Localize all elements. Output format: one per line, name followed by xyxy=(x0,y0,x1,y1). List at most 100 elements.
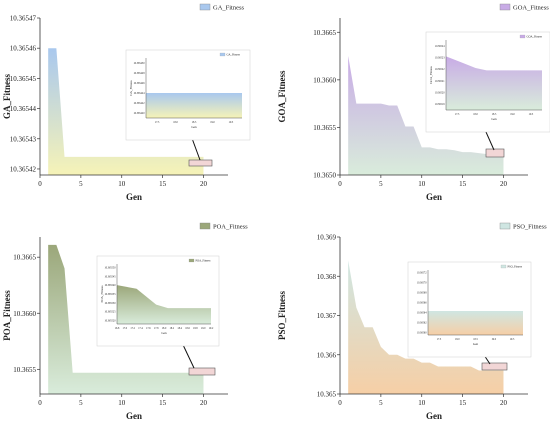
chart-panel-goa-fitness: 0 5 10 15 20 10.3665 10.3660 10.3655 10.3650 Gen G… xyxy=(277,3,550,202)
inset-legend-label: GOA_Fitness xyxy=(527,35,542,38)
x-tick-label: 10 xyxy=(118,399,126,407)
y-axis-label: GA_Fitness xyxy=(2,74,12,119)
x-tick-label: 20 xyxy=(500,399,508,407)
inset-x-tick-label: 18.5 xyxy=(473,338,478,341)
y-tick-label: 10.36544 xyxy=(10,105,37,113)
zoom-marker xyxy=(188,367,216,376)
legend-swatch xyxy=(199,3,211,11)
x-tick-label: 5 xyxy=(79,180,83,188)
zoom-marker xyxy=(188,159,213,167)
inset-chart: 17.5 18.0 18.5 19.0 19.5 10.36572 10.36570 10.3… xyxy=(407,261,532,358)
y-tick-label: 10.36546 xyxy=(10,45,37,53)
inset-x-tick-label: 17.8 xyxy=(154,327,159,330)
y-tick-label: 10.3655 xyxy=(13,366,36,374)
inset-x-label: Gen xyxy=(191,125,197,129)
inset-x-tick-label: 18.5 xyxy=(192,121,197,124)
x-tick-label: 10 xyxy=(418,399,426,407)
inset-y-tick-label: 10.36522 xyxy=(435,68,445,71)
x-tick-label: 15 xyxy=(159,180,167,188)
inset-area xyxy=(446,56,542,110)
x-tick-label: 0 xyxy=(38,180,42,188)
inset-y-tick-label: 10.365530 xyxy=(104,302,116,305)
y-tick-label: 10.367 xyxy=(317,312,337,320)
y-tick-label: 10.3650 xyxy=(313,172,336,180)
y-axis-label: POA_Fitness xyxy=(2,290,12,341)
legend-label: PSO_Fitness xyxy=(513,224,547,231)
inset-y-tick-label: 10.365430 xyxy=(133,62,145,65)
inset-x-tick-label: 19.0 xyxy=(210,121,215,124)
inset-y-tick-label: 10.36560 xyxy=(417,332,427,335)
inset-y-tick-label: 10.36521 xyxy=(435,80,445,83)
inset-legend-label: GA_Fitness xyxy=(227,53,240,56)
x-tick-label: 5 xyxy=(379,180,383,188)
inset-chart: 17.5 18.0 18.5 19.0 19.5 10.365430 10.365428 10… xyxy=(125,49,251,141)
inset-y-tick-label: 10.365520 xyxy=(104,319,116,322)
inset-x-tick-label: 18.4 xyxy=(177,327,182,330)
inset-x-tick-label: 16.8 xyxy=(115,327,120,330)
y-tick-label: 10.36545 xyxy=(10,75,37,83)
y-tick-label: 10.3660 xyxy=(313,76,336,84)
y-tick-label: 10.369 xyxy=(317,234,337,242)
inset-x-label: Gen xyxy=(491,117,497,121)
inset-x-tick-label: 17.4 xyxy=(138,327,143,330)
x-tick-label: 20 xyxy=(500,180,508,188)
x-tick-label: 15 xyxy=(159,399,167,407)
inset-y-tick-label: 10.365525 xyxy=(104,311,116,314)
x-tick-label: 0 xyxy=(38,399,42,407)
inset-y-tick-label: 10.36568 xyxy=(417,292,427,295)
legend-swatch xyxy=(199,222,211,230)
x-tick-label: 0 xyxy=(338,399,342,407)
inset-y-tick-label: 10.365422 xyxy=(133,102,145,105)
fitness-area xyxy=(48,244,204,394)
inset-chart: 17.5 18.0 18.5 19.0 19.5 10.36524 10.36523 10.3… xyxy=(425,31,550,133)
inset-y-tick-label: 10.36570 xyxy=(417,282,427,285)
x-axis-label: Gen xyxy=(426,192,442,202)
inset-x-tick-label: 19.5 xyxy=(510,338,515,341)
inset-y-label: GOA_Fitness xyxy=(429,65,433,83)
inset-legend-label: PSO_Fitness xyxy=(508,265,522,268)
inset-legend-label: POA_Fitness xyxy=(196,259,211,262)
x-tick-label: 5 xyxy=(79,399,83,407)
x-axis-label: Gen xyxy=(126,411,142,421)
inset-x-label: Gen xyxy=(161,331,167,335)
inset-y-tick-label: 10.36572 xyxy=(417,272,427,275)
zoom-marker xyxy=(481,362,508,371)
inset-y-tick-label: 10.365540 xyxy=(104,284,116,287)
y-axis-label: GOA_Fitness xyxy=(277,70,287,122)
x-axis-label: Gen xyxy=(426,411,442,421)
inset-legend-swatch xyxy=(500,264,507,269)
inset-x-tick-label: 18.0 xyxy=(162,327,167,330)
inset-x-tick-label: 17.0 xyxy=(123,327,128,330)
inset-legend-swatch xyxy=(519,34,526,39)
x-tick-label: 0 xyxy=(338,180,342,188)
inset-x-tick-label: 17.5 xyxy=(437,338,442,341)
inset-x-tick-label: 17.5 xyxy=(455,113,460,116)
y-axis-label: PSO_Fitness xyxy=(277,291,287,341)
inset-y-tick-label: 10.365535 xyxy=(104,293,116,296)
inset-y-tick-label: 10.365420 xyxy=(133,112,145,115)
chart-panel-pso-fitness: 0 5 10 15 20 10.369 10.368 10.367 10.366 10.365 Ge… xyxy=(277,222,547,421)
y-tick-label: 10.366 xyxy=(317,351,337,359)
inset-x-tick-label: 19.2 xyxy=(209,327,214,330)
y-tick-label: 10.3665 xyxy=(13,254,36,262)
inset-area xyxy=(146,93,242,118)
y-tick-label: 10.3655 xyxy=(313,124,336,132)
inset-x-tick-label: 17.6 xyxy=(146,327,151,330)
inset-chart: 16.8 17.0 17.2 17.4 17.6 17.8 18.0 18.2 18.4 18.6… xyxy=(96,255,220,347)
fitness-area xyxy=(348,260,504,394)
y-tick-label: 10.36547 xyxy=(10,15,37,23)
inset-x-tick-label: 19.0 xyxy=(201,327,206,330)
inset-y-tick-label: 10.36564 xyxy=(417,312,427,315)
inset-y-tick-label: 10.365550 xyxy=(104,267,116,270)
y-tick-label: 10.3665 xyxy=(313,29,336,37)
inset-y-tick-label: 10.365428 xyxy=(133,72,145,75)
inset-y-tick-label: 10.36519 xyxy=(435,103,445,106)
inset-legend-swatch xyxy=(188,258,195,263)
x-axis-label: Gen xyxy=(126,192,142,202)
inset-x-tick-label: 19.5 xyxy=(529,113,534,116)
inset-frame xyxy=(407,261,532,358)
fitness-area xyxy=(348,56,504,175)
inset-y-tick-label: 10.36524 xyxy=(435,45,445,48)
y-tick-label: 10.36543 xyxy=(10,135,37,143)
y-tick-label: 10.3660 xyxy=(13,310,36,318)
